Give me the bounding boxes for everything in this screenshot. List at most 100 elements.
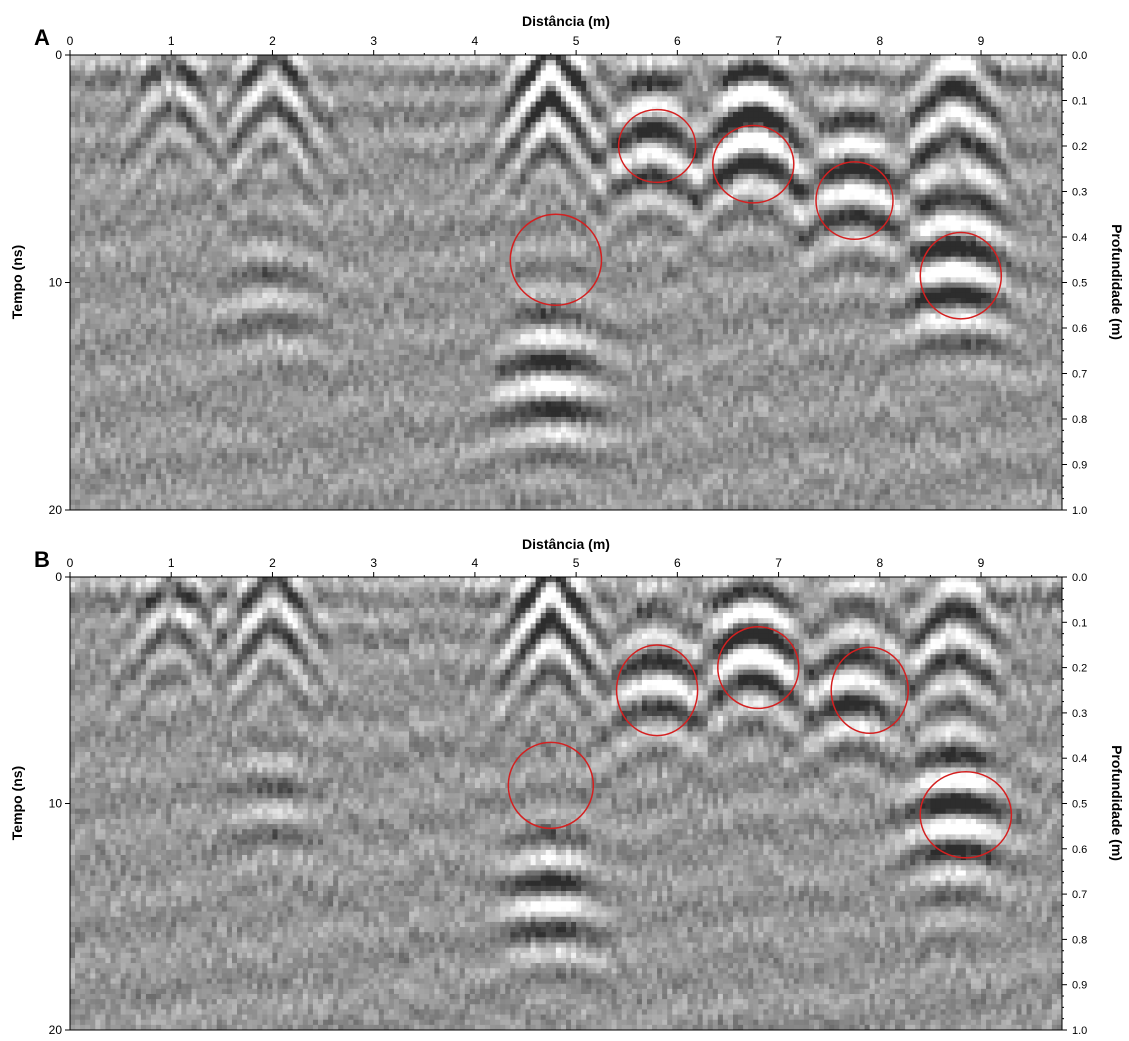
panel-a-radargram-cell: [252, 406, 258, 413]
panel-a-radargram-cell: [166, 442, 172, 449]
panel-a-radargram-cell: [216, 70, 223, 77]
panel-a-radargram-cell: [297, 484, 304, 490]
panel-a-radargram-cell: [90, 504, 96, 510]
panel-a-radargram-cell: [216, 199, 223, 206]
panel-a-radargram-cell: [95, 210, 101, 216]
panel-a-radargram-cell: [105, 101, 112, 108]
panel-a-radargram-cell: [348, 184, 355, 191]
panel-a-radargram-cell: [353, 360, 360, 366]
panel-a-radargram-cell: [323, 204, 329, 211]
panel-a-radargram-cell: [237, 494, 243, 501]
panel-a-radargram-cell: [302, 411, 309, 418]
panel-a-radargram-cell: [302, 148, 309, 154]
panel-a-radargram-cell: [125, 282, 132, 289]
panel-a-radargram-cell: [75, 111, 81, 118]
panel-a-radargram-cell: [221, 416, 228, 423]
panel-a-radargram-cell: [247, 251, 253, 258]
panel-a-radargram-cell: [206, 375, 213, 382]
panel-a-radargram-cell: [171, 365, 177, 371]
panel-a-radargram-cell: [140, 489, 147, 496]
panel-a-radargram-cell: [211, 401, 218, 408]
panel-a-radargram-cell: [125, 365, 132, 371]
panel-a-radargram-cell: [156, 91, 162, 97]
panel-a-radargram-cell: [171, 111, 177, 118]
panel-a-radargram-cell: [70, 334, 76, 340]
panel-a-radargram-cell: [323, 246, 329, 253]
panel-a-radargram-cell: [231, 313, 238, 320]
panel-a-radargram-cell: [140, 241, 147, 247]
panel-a-radargram-cell: [287, 308, 294, 315]
panel-a-radargram-cell: [252, 163, 258, 170]
panel-a-radargram-cell: [140, 256, 147, 263]
panel-a-radargram-cell: [353, 339, 360, 346]
panel-a-radargram-cell: [307, 484, 314, 490]
panel-a-radargram-cell: [125, 453, 132, 459]
panel-a-radargram-cell: [120, 303, 127, 309]
panel-a-radargram-cell: [211, 158, 218, 165]
panel-a-radargram-cell: [156, 142, 162, 149]
panel-a-radargram-cell: [237, 261, 243, 268]
panel-a-radargram-cell: [302, 173, 309, 180]
panel-a-radargram-cell: [252, 204, 258, 211]
panel-a-radargram-cell: [90, 334, 96, 340]
panel-a-radargram-cell: [257, 396, 263, 403]
panel-a-radargram-cell: [287, 91, 294, 97]
panel-a-radargram-cell: [75, 199, 81, 206]
panel-a-radargram-cell: [90, 478, 96, 485]
panel-a-radargram-cell: [100, 463, 107, 470]
panel-a-radargram-cell: [75, 484, 81, 490]
panel-a-radargram-cell: [191, 453, 198, 459]
panel-a-radargram-cell: [166, 132, 172, 139]
panel-a-radargram-cell: [135, 453, 142, 459]
panel-a-radargram-cell: [333, 313, 339, 320]
panel-a-radargram-cell: [85, 277, 91, 284]
panel-a-radargram-cell: [161, 442, 167, 449]
panel-a-radargram-cell: [145, 225, 152, 232]
panel-a-radargram-cell: [312, 70, 319, 77]
panel-a-radargram-cell: [353, 158, 360, 165]
panel-a-radargram-cell: [338, 303, 344, 309]
panel-a-radargram-cell: [272, 173, 279, 180]
panel-a-radargram-cell: [140, 478, 147, 485]
panel-a-radargram-cell: [348, 241, 355, 247]
panel-a-radargram-cell: [145, 153, 152, 160]
panel-a-radargram-cell: [150, 427, 157, 434]
panel-a-radargram-cell: [135, 272, 142, 278]
panel-a-radargram-cell: [171, 132, 177, 139]
panel-a-radargram-cell: [80, 468, 86, 475]
panel-a-radargram-cell: [196, 179, 203, 185]
panel-a-radargram-cell: [237, 458, 243, 465]
panel-a-radargram-cell: [145, 396, 152, 403]
panel-a-radargram-cell: [262, 127, 268, 134]
panel-a-radargram-cell: [237, 246, 243, 253]
panel-a-radargram-cell: [237, 432, 243, 439]
panel-a-radargram-cell: [100, 499, 107, 506]
panel-a-radargram-cell: [348, 220, 355, 227]
panel-a-radargram-cell: [221, 179, 228, 185]
panel-a-radargram-cell: [252, 349, 258, 356]
panel-a-radargram-cell: [150, 432, 157, 439]
panel-a-radargram-cell: [297, 489, 304, 496]
panel-a-radargram-cell: [287, 246, 294, 253]
panel-a-radargram-cell: [130, 380, 137, 387]
panel-a-radargram-cell: [150, 370, 157, 377]
panel-a-radargram-cell: [297, 473, 304, 480]
panel-a-radargram-cell: [181, 427, 188, 434]
panel-a-radargram-cell: [242, 380, 248, 387]
panel-a-radargram-cell: [75, 292, 81, 299]
panel-a-radargram-cell: [312, 282, 319, 289]
panel-a-radargram-cell: [140, 96, 147, 103]
panel-a-radargram-cell: [252, 401, 258, 408]
panel-a-radargram-cell: [267, 334, 274, 340]
panel-a-radargram-cell: [292, 468, 299, 475]
panel-a-radargram-cell: [206, 173, 213, 180]
panel-a-radargram-cell: [272, 142, 279, 149]
panel-a-radargram-cell: [262, 406, 268, 413]
panel-a-radargram-cell: [90, 122, 96, 128]
panel-a-radargram-cell: [95, 303, 101, 309]
panel-a-radargram-cell: [242, 55, 248, 61]
panel-a-radargram-cell: [125, 173, 132, 180]
panel-a-radargram-cell: [328, 453, 334, 459]
panel-a-radargram-cell: [156, 55, 162, 61]
panel-a-radargram-cell: [191, 370, 198, 377]
